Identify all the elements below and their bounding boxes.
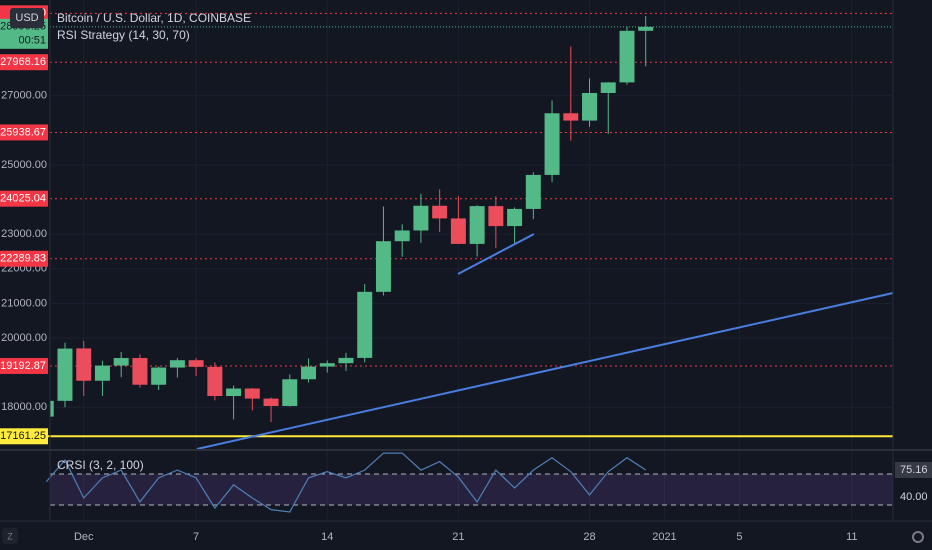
candle-body	[432, 205, 448, 219]
price-label-box	[0, 124, 48, 141]
candle-body	[619, 30, 635, 83]
price-label: 25938.67	[0, 126, 46, 138]
candle-body	[301, 366, 317, 380]
price-label-box	[0, 428, 48, 445]
candle-body	[638, 26, 654, 31]
candle-body	[244, 388, 260, 399]
x-tick-label: 28	[583, 531, 595, 543]
candle-body	[469, 206, 485, 244]
price-label-box	[0, 357, 48, 374]
candle-body	[544, 113, 560, 175]
candle-body	[582, 92, 598, 121]
candle-body	[207, 366, 223, 397]
crsi-line	[45, 452, 647, 513]
settings-button[interactable]	[912, 531, 924, 543]
trend-line	[457, 233, 535, 275]
price-label: 27968.16	[0, 56, 46, 68]
y-tick-label: 21000.00	[1, 297, 47, 309]
price-label: 24025.04	[0, 193, 46, 205]
symbol-title: Bitcoin / U.S. Dollar, 1D, COINBASE	[57, 11, 251, 25]
candle-body	[263, 398, 279, 407]
candle-body	[450, 218, 466, 244]
trend-line	[196, 292, 893, 450]
y-tick-label: 18000.00	[1, 401, 47, 413]
price-label: 19192.87	[0, 360, 46, 372]
x-tick-label: 5	[736, 531, 742, 543]
candle-body	[394, 230, 410, 242]
price-label-box	[0, 250, 48, 267]
price-label-box	[0, 54, 48, 71]
candle-body	[94, 365, 110, 381]
x-tick-label: 21	[452, 531, 464, 543]
candle-body	[319, 363, 335, 367]
y-tick-label: 20000.00	[1, 332, 47, 344]
countdown: 00:51	[18, 35, 46, 47]
x-tick-label: 11	[846, 531, 857, 543]
x-tick-label: 2021	[652, 531, 676, 543]
y-tick-label: 25000.00	[1, 159, 47, 171]
currency-badge[interactable]	[10, 8, 44, 28]
zoom-icon: Z	[7, 531, 13, 541]
candle-body	[488, 206, 504, 227]
last-value: 75.16	[900, 464, 928, 476]
y-tick-label: 23000.00	[1, 228, 47, 240]
y2-tick-label: 40.00	[900, 491, 928, 503]
y-tick-label: 27000.00	[1, 90, 47, 102]
candle-body	[357, 291, 373, 358]
candle-body	[226, 388, 242, 397]
candle-body	[563, 113, 579, 121]
candle-body	[600, 82, 616, 93]
candle-body	[50, 400, 54, 417]
candle-body	[113, 358, 129, 366]
x-tick-label: 14	[321, 531, 333, 543]
candle-body	[338, 357, 354, 364]
x-tick-label: 7	[193, 531, 199, 543]
price-label: 22289.83	[0, 253, 46, 265]
candle-body	[76, 348, 92, 381]
candle-body	[188, 360, 204, 367]
candle-body	[132, 358, 148, 385]
candle-body	[151, 367, 167, 385]
price-label: 17161.25	[0, 430, 46, 442]
indicator-legend: CRSI (3, 2, 100)	[57, 458, 144, 472]
candle-body	[375, 241, 391, 292]
price-label-box	[0, 190, 48, 207]
x-tick-label: Dec	[74, 531, 94, 543]
zoom-button[interactable]	[2, 528, 18, 544]
candle-body	[282, 379, 298, 407]
candle-body	[169, 360, 185, 368]
candle-body	[525, 174, 541, 209]
strategy-legend: RSI Strategy (14, 30, 70)	[57, 28, 190, 42]
candle-body	[507, 208, 523, 227]
currency: USD	[15, 12, 38, 24]
band-fill	[50, 474, 893, 505]
last-value-box	[895, 462, 932, 479]
candle-body	[413, 205, 429, 231]
candle-body	[57, 348, 73, 401]
